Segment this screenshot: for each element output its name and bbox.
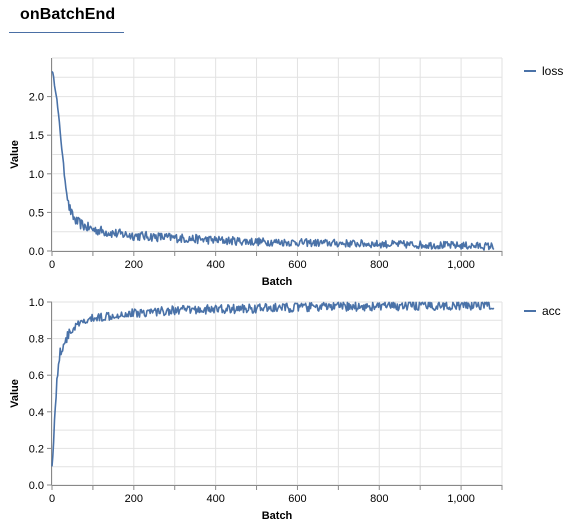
x-tick-label: 600 (288, 493, 306, 505)
y-tick-label: 0.8 (29, 334, 44, 346)
chart-loss: 0 200 400 600 800 1,000 0.0 0.5 1.0 1.5 2.0 Batch Va… (9, 57, 563, 288)
x-tick-label: 0 (49, 259, 55, 271)
legend-label-acc: acc (542, 304, 561, 318)
series-line-loss (51, 70, 495, 251)
x-tick-label: 800 (370, 259, 388, 271)
x-tick-label: 1,000 (447, 493, 475, 505)
x-tick-label: 400 (206, 259, 224, 271)
x-tick-label: 600 (288, 259, 306, 271)
x-tick-label: 0 (49, 493, 55, 505)
tab-onbatchend[interactable]: onBatchEnd (9, 0, 124, 33)
y-tick-label: 1.5 (29, 130, 44, 142)
y-tick-label: 0.0 (29, 480, 44, 492)
x-tick-label: 800 (370, 493, 388, 505)
x-tick-label: 200 (125, 493, 143, 505)
y-axis-title: Value (9, 379, 21, 408)
y-tick-label: 0.0 (29, 246, 44, 258)
x-tick-label: 1,000 (447, 259, 475, 271)
x-axis-title: Batch (262, 276, 293, 288)
x-axis-title: Batch (262, 510, 293, 522)
x-tick-label: 200 (125, 259, 143, 271)
panel-title: onBatchEnd (20, 6, 116, 23)
series-line-acc (51, 301, 495, 467)
y-tick-label: 2.0 (29, 92, 44, 104)
chart-acc: 0 200 400 600 800 1,000 0.0 0.2 0.4 0.6 0.8 1.0 Batc… (9, 297, 561, 522)
y-axis-title: Value (9, 140, 21, 169)
y-tick-label: 0.5 (29, 207, 44, 219)
y-tick-label: 1.0 (29, 297, 44, 309)
legend-label-loss: loss (542, 64, 563, 78)
y-tick-label: 0.6 (29, 370, 44, 382)
x-tick-label: 400 (206, 493, 224, 505)
y-tick-label: 1.0 (29, 169, 44, 181)
y-tick-label: 0.4 (29, 407, 44, 419)
y-tick-label: 0.2 (29, 443, 44, 455)
